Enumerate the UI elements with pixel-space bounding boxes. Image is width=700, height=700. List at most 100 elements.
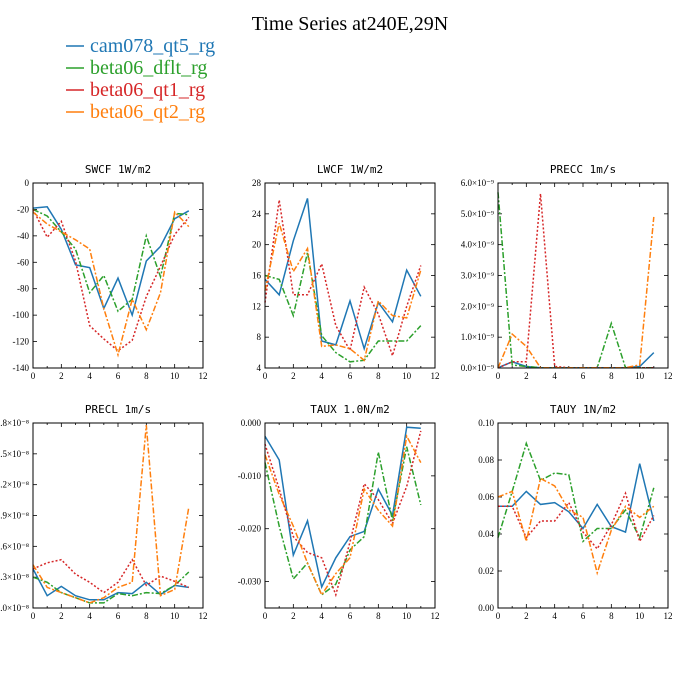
y-tick-label: 0.02 — [478, 566, 494, 576]
x-tick-label: 6 — [581, 611, 586, 621]
y-tick-label: 1.0×10⁻⁹ — [461, 332, 494, 342]
y-tick-label: -80 — [17, 284, 29, 294]
y-tick-label: 4 — [257, 363, 262, 373]
chart-panel: TAUX 1.0N/m2 0 2 4 6 8 10 12 0.000 -0.010 -0.020 -0… — [238, 403, 440, 621]
chart-panels: SWCF 1W/m20 2 4 6 8 10 120-20-40-60-80-100-120… — [0, 163, 673, 621]
y-tick-label: 28 — [252, 178, 262, 188]
y-tick-label: 2.0×10⁻⁹ — [461, 301, 494, 311]
x-tick-label: 2 — [291, 611, 296, 621]
panel-title: TAUY 1N/m2 — [550, 403, 616, 416]
x-tick-label: 6 — [348, 611, 353, 621]
x-tick-label: 6 — [348, 371, 353, 381]
y-tick-label: -20 — [17, 204, 29, 214]
y-tick-label: 0.3×10⁻⁸ — [0, 572, 29, 582]
y-tick-label: 3.0×10⁻⁹ — [461, 271, 494, 281]
x-tick-label: 0 — [31, 371, 36, 381]
panel-title: SWCF 1W/m2 — [85, 163, 151, 176]
plot-frame — [497, 182, 669, 369]
y-tick-label: 0.0×10⁻⁸ — [0, 603, 29, 613]
chart-panel: PRECL 1m/s 0 2 4 6 8 10 12 0.0×10⁻⁸ 0.3×10⁻⁸ 0.6×1… — [0, 403, 208, 621]
panel-title: LWCF 1W/m2 — [317, 163, 383, 176]
panel-title: PRECL 1m/s — [85, 403, 151, 416]
x-tick-label: 0 — [263, 371, 268, 381]
series-line — [498, 463, 655, 534]
x-tick-label: 12 — [431, 611, 440, 621]
y-tick-label: 0 — [25, 178, 30, 188]
legend-item: beta06_dflt_rg — [66, 57, 207, 79]
x-tick-label: 10 — [635, 611, 645, 621]
y-tick-label: 5.0×10⁻⁹ — [461, 209, 494, 219]
chart-panel: SWCF 1W/m2 0 2 4 6 8 10 12 0 -20 -40 -60 -80 -100 -120… — [13, 163, 208, 381]
y-tick-label: 0.04 — [478, 529, 494, 539]
x-tick-label: 4 — [319, 371, 324, 381]
y-tick-label: 0.0×10⁻⁹ — [461, 363, 494, 373]
y-tick-label: 0.9×10⁻⁸ — [0, 511, 29, 521]
y-tick-label: -0.020 — [238, 524, 262, 534]
series-line — [498, 491, 655, 551]
legend-label: beta06_qt2_rg — [90, 101, 205, 123]
series-line — [264, 430, 422, 598]
x-tick-label: 2 — [524, 611, 529, 621]
x-tick-label: 0 — [31, 611, 36, 621]
y-tick-label: 0.08 — [478, 455, 494, 465]
y-tick-label: 20 — [252, 240, 262, 250]
y-tick-label: 0.000 — [241, 418, 262, 428]
x-tick-label: 2 — [59, 611, 64, 621]
x-tick-label: 12 — [199, 611, 208, 621]
x-tick-label: 8 — [144, 371, 149, 381]
x-tick-label: 0 — [263, 611, 268, 621]
series-line — [264, 222, 422, 362]
x-tick-label: 8 — [144, 611, 149, 621]
legend-item: cam078_qt5_rg — [66, 35, 215, 57]
series-line — [497, 477, 655, 576]
x-tick-label: 4 — [87, 611, 92, 621]
series-line — [264, 433, 422, 597]
x-tick-label: 2 — [59, 371, 64, 381]
panel-title: PRECC 1m/s — [550, 163, 616, 176]
y-tick-label: 1.5×10⁻⁸ — [0, 449, 29, 459]
legend-item: beta06_qt1_rg — [66, 79, 205, 101]
x-tick-label: 4 — [87, 371, 92, 381]
series-line — [32, 210, 190, 358]
x-tick-label: 12 — [431, 371, 440, 381]
series-line — [264, 252, 422, 363]
x-tick-label: 6 — [116, 611, 121, 621]
y-tick-label: -40 — [17, 231, 29, 241]
series-line — [497, 216, 655, 369]
x-tick-label: 8 — [609, 371, 614, 381]
x-tick-label: 2 — [524, 371, 529, 381]
series-line — [264, 198, 422, 352]
legend-label: beta06_qt1_rg — [90, 79, 205, 101]
x-tick-label: 4 — [319, 611, 324, 621]
y-tick-label: -0.030 — [238, 577, 262, 587]
plot-frame — [32, 182, 204, 369]
y-tick-label: -60 — [17, 257, 29, 267]
x-tick-label: 6 — [581, 371, 586, 381]
x-tick-label: 4 — [552, 611, 557, 621]
y-tick-label: -100 — [13, 310, 30, 320]
panel-title: TAUX 1.0N/m2 — [310, 403, 389, 416]
x-tick-label: 4 — [552, 371, 557, 381]
series-line — [32, 568, 189, 601]
legend-item: beta06_qt2_rg — [66, 101, 205, 123]
y-tick-label: 0.06 — [478, 492, 494, 502]
x-tick-label: 10 — [402, 611, 412, 621]
y-tick-label: 0.00 — [478, 603, 494, 613]
plot-frame — [497, 422, 669, 609]
series-line — [264, 446, 422, 596]
series-line — [32, 571, 190, 604]
y-tick-label: 0.10 — [478, 418, 494, 428]
y-tick-label: 0.6×10⁻⁸ — [0, 541, 29, 551]
y-tick-label: 16 — [252, 271, 262, 281]
legend: cam078_qt5_rgbeta06_dflt_rgbeta06_qt1_rg… — [66, 35, 215, 123]
plot-frame — [264, 422, 436, 609]
x-tick-label: 6 — [116, 371, 121, 381]
x-tick-label: 0 — [496, 611, 501, 621]
y-tick-label: 8 — [257, 332, 262, 342]
y-tick-label: 1.2×10⁻⁸ — [0, 480, 29, 490]
y-tick-label: 4.0×10⁻⁹ — [461, 240, 494, 250]
plot-frame — [264, 182, 436, 369]
y-tick-label: 1.8×10⁻⁸ — [0, 418, 29, 428]
x-tick-label: 8 — [376, 611, 381, 621]
